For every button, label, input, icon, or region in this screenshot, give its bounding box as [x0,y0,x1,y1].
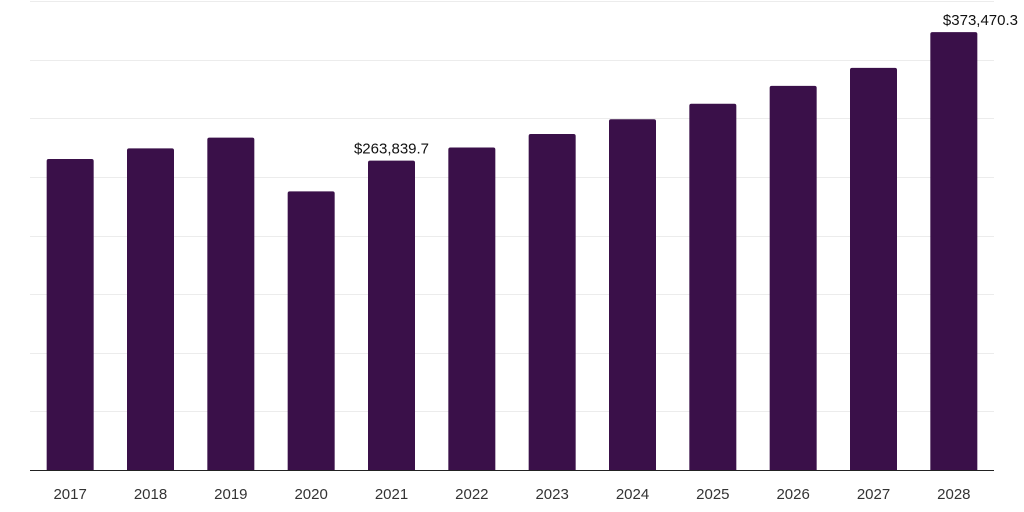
bar-2018 [127,148,174,471]
x-tick-labels: 2017 2018 2019 2020 2021 2022 2023 2024 2025 2026… [53,486,970,503]
bar-2017 [46,159,94,471]
bar-2024 [609,119,656,471]
x-tick-label: 2028 [937,486,970,503]
bar-2020 [287,191,335,470]
bars [46,32,978,471]
x-tick-label: 2024 [616,486,649,503]
bar-2022 [448,147,496,470]
bar-2028 [930,32,978,470]
x-tick-label: 2019 [214,486,247,503]
x-tick-label: 2018 [134,486,167,503]
x-tick-label: 2027 [857,486,890,503]
bar-2023 [528,133,576,471]
x-tick-label: 2020 [294,486,327,503]
data-label: $373,470.3 [943,12,1018,29]
data-label: $263,839.7 [354,141,429,158]
bar-2019 [207,137,255,470]
x-tick-label: 2022 [455,486,488,503]
x-tick-label: 2023 [535,486,568,503]
x-tick-label: 2021 [375,486,408,503]
bar-2026 [769,85,817,470]
x-tick-label: 2025 [696,486,729,503]
data-labels: $263,839.7 $373,470.3 [354,12,1018,158]
bar-2021 [368,160,415,470]
x-tick-label: 2017 [53,486,86,503]
grid-lines [30,1,994,412]
x-tick-label: 2026 [776,486,809,503]
bar-2027 [850,67,897,471]
bar-2025 [689,103,737,470]
